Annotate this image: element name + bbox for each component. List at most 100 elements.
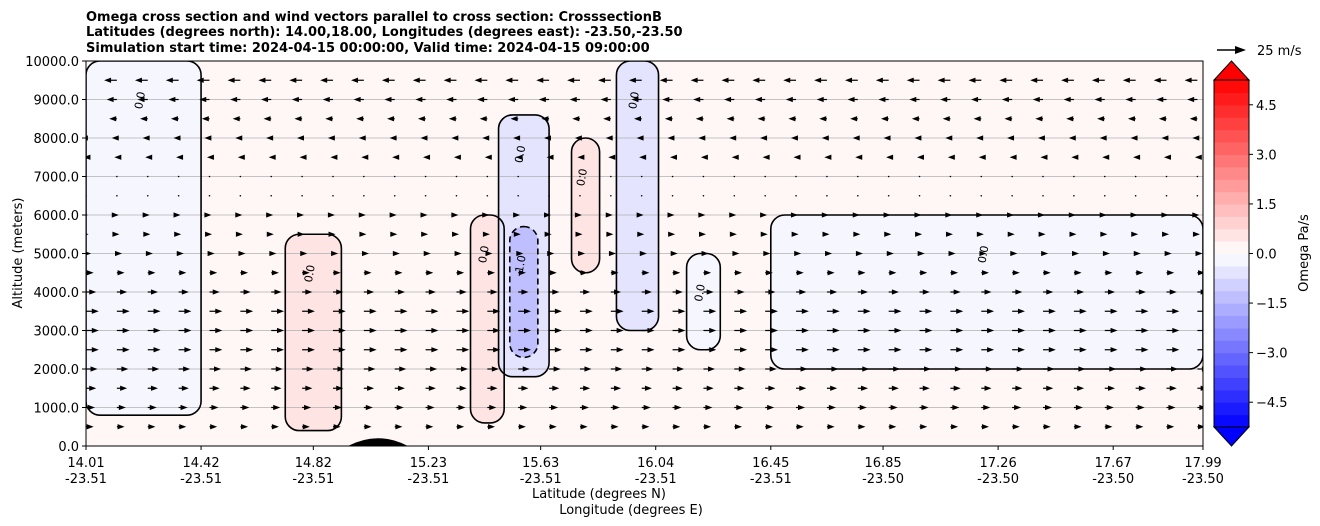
wind-vector-3-10: [394, 385, 405, 391]
colorbar-band-25: [1214, 104, 1249, 118]
wind-vector-6-14: [518, 327, 532, 334]
wind-vector-5-34: [1135, 347, 1149, 353]
wind-vector-13-12: [455, 194, 458, 197]
wind-vector-9-11: [425, 270, 434, 276]
wind-vector-4-24: [826, 366, 839, 372]
wind-vector-13-22: [764, 194, 766, 197]
wind-vector-3-31: [1043, 385, 1054, 391]
wind-vector-9-27: [919, 270, 928, 276]
wind-vector-6-15: [549, 327, 562, 334]
wind-vector-17-2: [140, 116, 148, 122]
wind-vector-11-34: [1131, 231, 1139, 237]
wind-vector-13-19: [671, 194, 674, 197]
wind-vector-16-35: [1161, 135, 1169, 141]
wind-vector-11-14: [513, 231, 521, 237]
wind-vector-7-3: [178, 308, 192, 314]
wind-vector-8-8: [332, 289, 344, 295]
wind-vector-2-26: [888, 404, 898, 411]
wind-vector-6-7: [302, 327, 315, 334]
wind-vector-3-33: [1104, 385, 1116, 391]
wind-vector-5-2: [147, 347, 161, 353]
wind-vector-19-25: [844, 77, 858, 83]
wind-vector-10-28: [948, 250, 956, 257]
wind-vector-8-10: [394, 289, 405, 295]
wind-vector-10-16: [578, 250, 586, 257]
wind-vector-15-34: [1133, 154, 1141, 160]
wind-vector-7-16: [579, 308, 593, 314]
wind-vector-3-29: [981, 385, 992, 391]
wind-vector-5-25: [857, 347, 871, 353]
wind-vector-1-32: [1073, 424, 1082, 430]
wind-vector-15-15: [546, 154, 554, 160]
wind-vector-8-35: [1166, 289, 1177, 295]
wind-vector-15-9: [361, 154, 369, 160]
wind-vector-14-15: [548, 175, 550, 178]
wind-vector-12-31: [1037, 212, 1045, 218]
x-axis-label-latitude: Latitude (degrees N): [532, 487, 666, 502]
wind-vector-16-25: [852, 135, 860, 141]
wind-vector-13-36: [1196, 194, 1199, 197]
wind-vector-10-17: [608, 250, 616, 257]
wind-vector-9-16: [579, 270, 588, 276]
wind-vector-14-11: [424, 175, 427, 178]
wind-vector-15-27: [916, 154, 924, 160]
x-tick-lon-8: -23.50: [977, 472, 1019, 487]
wind-vector-17-14: [510, 116, 519, 122]
wind-vector-12-7: [297, 212, 305, 218]
wind-vector-15-30: [1009, 154, 1017, 160]
wind-vector-19-21: [721, 77, 735, 83]
wind-vector-8-11: [425, 289, 436, 295]
wind-vector-5-6: [271, 347, 285, 353]
wind-vector-5-35: [1166, 347, 1180, 353]
colorbar-band-13: [1214, 253, 1249, 267]
wind-vector-18-32: [1063, 96, 1074, 103]
wind-vector-16-14: [513, 135, 521, 141]
y-tick-label-3: 3000.0: [34, 325, 80, 340]
wind-vector-17-15: [541, 116, 550, 122]
wind-vector-4-7: [302, 366, 314, 372]
colorbar-extend-min: [1212, 426, 1251, 447]
wind-vector-6-16: [579, 327, 593, 334]
wind-vector-9-23: [796, 270, 804, 276]
wind-vector-17-22: [757, 116, 766, 122]
wind-vector-7-11: [425, 308, 439, 314]
wind-vector-4-28: [950, 366, 962, 372]
wind-vector-15-33: [1102, 154, 1110, 160]
x-tick-lon-3: -23.51: [407, 472, 449, 487]
wind-vector-11-32: [1069, 231, 1077, 237]
wind-vector-17-23: [788, 116, 797, 122]
wind-vector-9-14: [518, 270, 526, 276]
wind-vector-4-8: [332, 366, 345, 372]
wind-vector-19-31: [1030, 77, 1044, 83]
wind-vector-17-29: [973, 116, 982, 122]
wind-vector-18-35: [1156, 96, 1167, 103]
wind-vector-8-24: [826, 289, 838, 295]
wind-vector-18-13: [477, 96, 488, 103]
wind-vector-19-4: [196, 77, 210, 83]
y-tick-label-10: 10000.0: [25, 55, 79, 70]
wind-vector-7-27: [919, 308, 933, 314]
wind-vector-3-7: [302, 385, 313, 391]
wind-vector-16-6: [266, 135, 274, 141]
wind-vector-1-5: [240, 424, 249, 430]
wind-vector-16-31: [1037, 135, 1045, 141]
wind-vector-11-11: [421, 231, 429, 237]
terrain: [347, 438, 408, 446]
wind-vector-5-3: [178, 347, 192, 353]
chart-title-line-1: Omega cross section and wind vectors par…: [86, 10, 662, 25]
wind-vector-12-6: [266, 212, 274, 218]
y-tick-label-5: 5000.0: [34, 248, 80, 263]
wind-vector-12-19: [667, 212, 675, 218]
wind-vector-5-26: [888, 347, 902, 353]
omega-contour-label-9: 0.0: [692, 283, 708, 302]
wind-vector-2-12: [456, 404, 466, 411]
wind-vector-19-9: [351, 77, 364, 83]
wind-vector-7-29: [981, 308, 995, 314]
wind-vector-11-8: [328, 231, 336, 237]
wind-vector-8-16: [579, 289, 591, 295]
wind-vector-15-24: [824, 154, 832, 160]
wind-vector-17-7: [294, 116, 303, 122]
wind-vector-15-18: [639, 154, 647, 160]
wind-vector-18-10: [384, 96, 395, 103]
wind-vector-14-3: [177, 175, 180, 178]
